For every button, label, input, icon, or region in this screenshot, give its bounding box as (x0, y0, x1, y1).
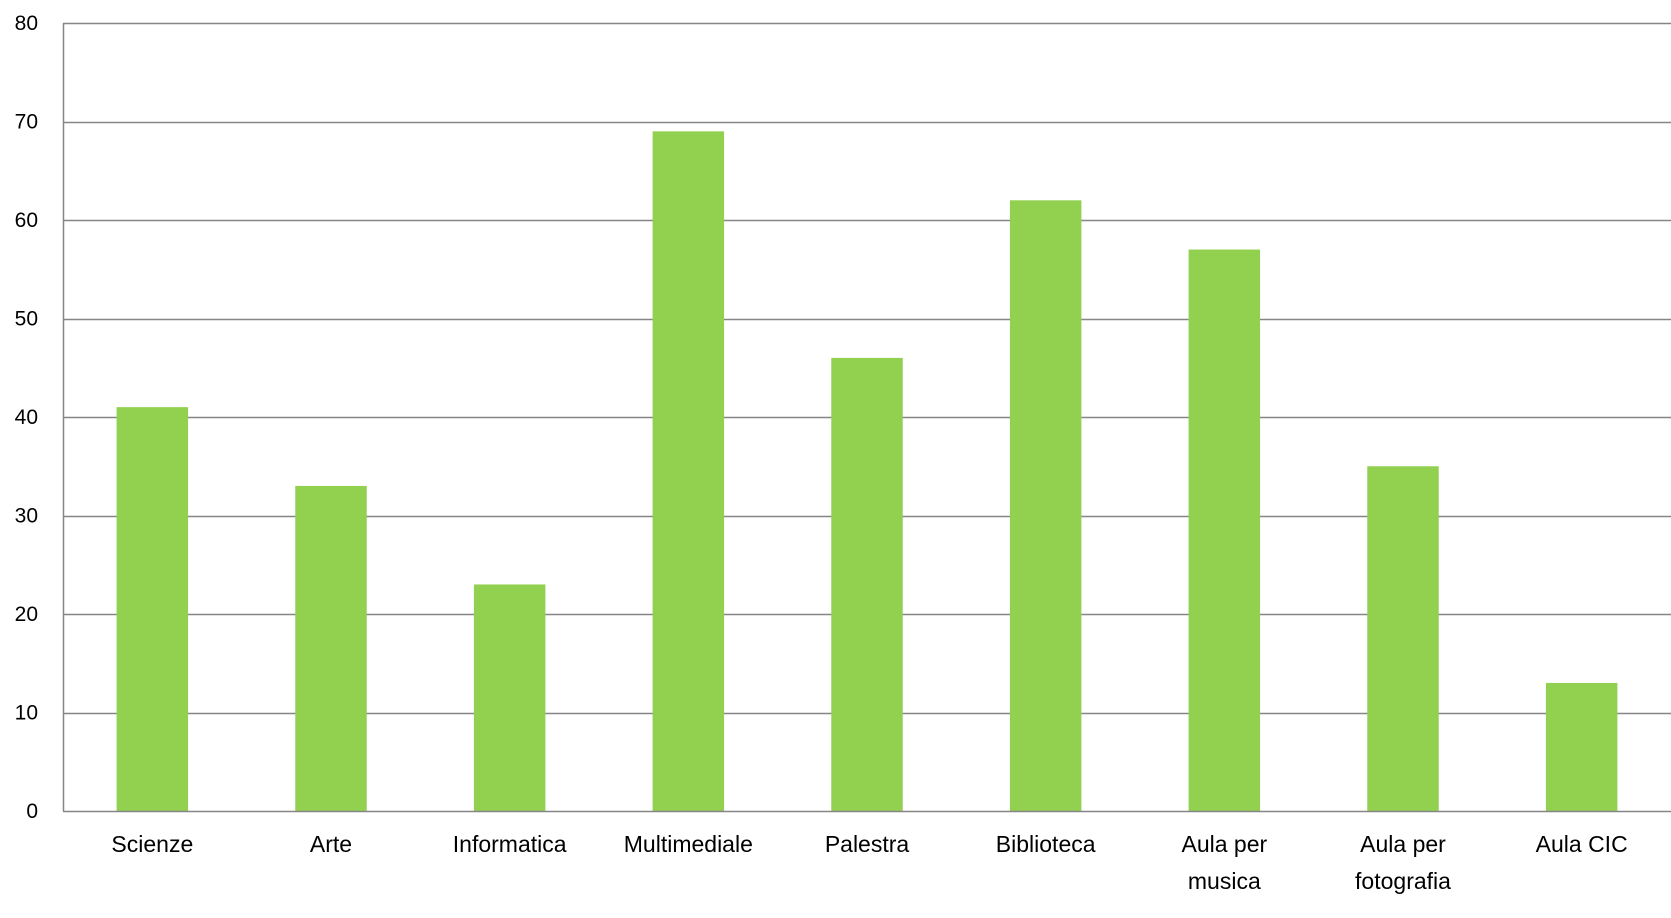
y-tick-label: 10 (15, 702, 38, 725)
axes (62, 23, 1671, 813)
y-tick-label: 50 (15, 308, 38, 331)
x-tick-label-line: Multimediale (624, 831, 753, 857)
y-tick-labels: 0 10 20 30 40 50 60 70 80 (15, 12, 38, 823)
x-tick-label-line: musica (1188, 868, 1261, 894)
bar (831, 357, 903, 811)
y-tick-label: 80 (15, 12, 38, 35)
x-tick-label-line: Aula CIC (1536, 831, 1628, 857)
bars (116, 131, 1618, 812)
bar (295, 485, 367, 811)
x-tick-label-line: fotografia (1355, 868, 1451, 894)
x-tick-label-line: Aula per (1181, 831, 1267, 857)
y-tick-label: 60 (15, 209, 38, 232)
bar (1009, 200, 1082, 812)
y-tick-label: 20 (15, 603, 38, 626)
x-tick-label: Biblioteca (996, 831, 1096, 857)
y-tick-label: 30 (15, 505, 38, 528)
x-tick-label-line: Scienze (111, 831, 193, 857)
x-tick-label: Aula per fotografia (1355, 831, 1451, 894)
x-tick-label: Palestra (825, 831, 910, 857)
y-tick-label: 70 (15, 111, 38, 134)
bar (1545, 682, 1618, 811)
bar (652, 131, 725, 812)
bar (116, 407, 189, 811)
x-tick-label: Aula CIC (1536, 831, 1628, 857)
x-tick-label-line: Biblioteca (996, 831, 1096, 857)
x-tick-label: Aula per musica (1181, 831, 1267, 894)
bar (1188, 249, 1261, 812)
x-tick-labels: Scienze Arte Informatica Multimediale Palest… (111, 831, 1627, 894)
bar (473, 584, 546, 811)
x-tick-label-line: Palestra (825, 831, 910, 857)
bar (1367, 466, 1439, 811)
y-tick-label: 0 (26, 800, 38, 823)
x-tick-label: Informatica (453, 831, 567, 857)
x-tick-label-line: Aula per (1360, 831, 1446, 857)
x-tick-label-line: Informatica (453, 831, 567, 857)
x-tick-label: Multimediale (624, 831, 753, 857)
x-tick-label-line: Arte (310, 831, 352, 857)
x-tick-label: Scienze (111, 831, 193, 857)
x-tick-label: Arte (310, 831, 352, 857)
y-tick-label: 40 (15, 406, 38, 429)
